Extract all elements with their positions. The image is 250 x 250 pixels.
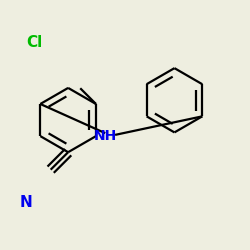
Text: N: N bbox=[20, 196, 32, 210]
Text: NH: NH bbox=[94, 129, 117, 143]
Text: Cl: Cl bbox=[27, 35, 43, 50]
